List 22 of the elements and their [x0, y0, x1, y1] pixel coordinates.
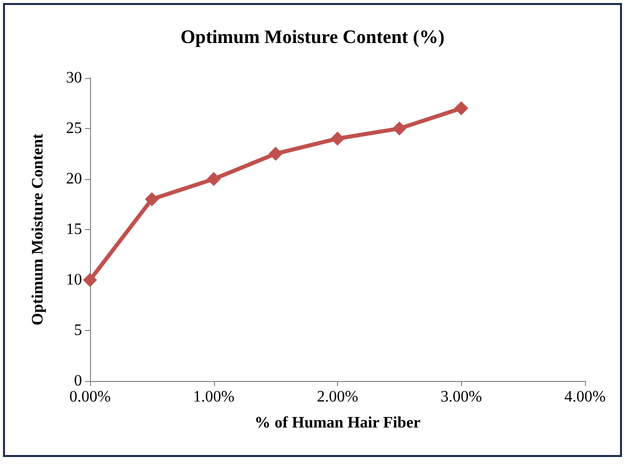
point — [206, 172, 221, 186]
y-tick-label: 20 — [66, 170, 82, 188]
x-tick-label: 0.00% — [69, 388, 111, 406]
x-tick-label: 3.00% — [440, 388, 482, 406]
chart-title: Optimum Moisture Content (%) — [180, 27, 445, 48]
y-tick-label: 5 — [74, 322, 82, 339]
x-tick-label: 1.00% — [193, 388, 234, 406]
point — [83, 273, 97, 287]
y-tick-label: 30 — [66, 70, 82, 86]
point — [392, 122, 406, 136]
point — [268, 146, 283, 161]
x-axis-title: % of Human Hair Fiber — [254, 414, 420, 432]
point — [330, 132, 344, 146]
point — [144, 192, 159, 206]
y-tick-label: 0 — [74, 372, 82, 390]
y-tick-label: 10 — [66, 272, 82, 288]
y-tick-label: 25 — [66, 120, 82, 137]
y-tick-label: 15 — [66, 221, 82, 238]
x-tick-label: 4.00% — [564, 388, 606, 406]
y-axis-title: Optimum Moisture Content — [30, 132, 46, 326]
point — [454, 101, 468, 116]
x-tick-label: 2.00% — [316, 388, 358, 406]
